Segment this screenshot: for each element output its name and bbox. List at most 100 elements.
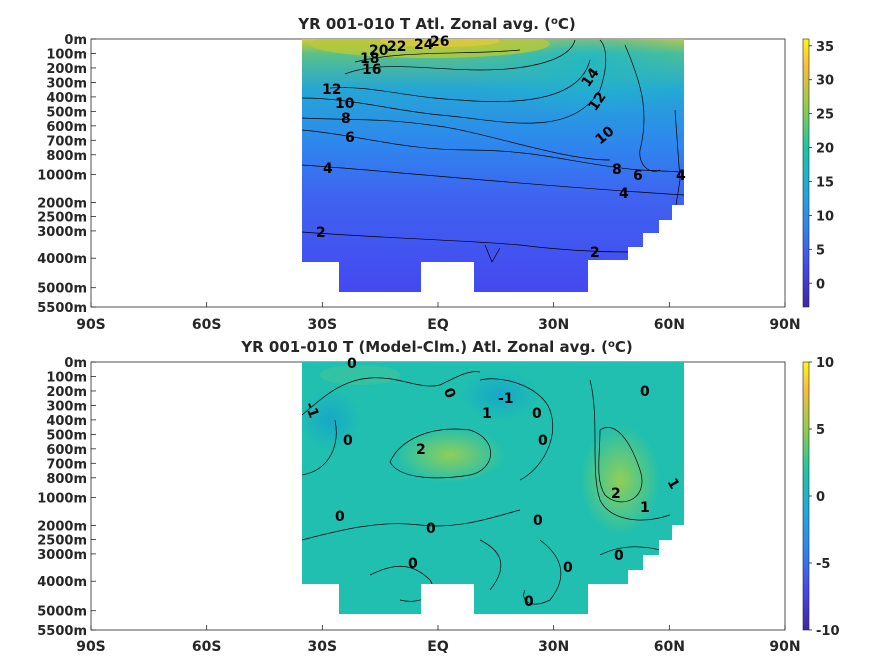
chart-top-colorbar: 35 30 25 20 15 10 5 0 [802, 38, 834, 308]
y-tick-label: 2000m [37, 196, 87, 211]
y-tick-label: 800m [46, 149, 87, 164]
x-tick-label: 30N [538, 639, 569, 655]
contour-label: 4 [619, 186, 629, 202]
x-tick-label: 30S [308, 317, 338, 333]
contour-label: 24 [414, 37, 434, 53]
contour-label: 0 [343, 433, 353, 449]
chart-top-contour-labels: 2 4 6 8 10 12 16 18 20 22 24 26 14 12 10… [316, 34, 686, 261]
y-tick-label: 700m [46, 457, 87, 472]
y-tick-label: 800m [46, 472, 87, 487]
contour-label: 2 [316, 225, 326, 241]
x-tick-label: 60N [654, 317, 685, 333]
chart-top: YR 001-010 T Atl. Zonal avg. (oC) 2 4 6 … [37, 15, 834, 333]
contour-label: 18 [360, 51, 379, 67]
contour-label: -1 [498, 391, 514, 407]
contour-label: 2 [416, 442, 426, 458]
y-tick-label: 2500m [37, 533, 87, 548]
y-tick-label: 4000m [37, 575, 87, 590]
contour-label: 6 [633, 168, 643, 184]
contour-label: 10 [335, 96, 355, 112]
chart-bottom-field [302, 362, 684, 614]
contour-label: 0 [524, 594, 534, 610]
contour-label: 0 [533, 513, 543, 529]
chart-top-field [302, 39, 684, 292]
y-tick-label: 700m [46, 134, 87, 149]
contour-label: 20 [369, 43, 389, 59]
y-tick-label: 100m [46, 370, 87, 385]
x-tick-label: EQ [427, 639, 449, 655]
contour-label: 1 [640, 500, 650, 516]
colorbar-tick-label: 15 [816, 175, 834, 190]
x-tick-label: 90N [769, 639, 800, 655]
y-tick-label: 400m [46, 414, 87, 429]
x-tick-label: 60S [192, 639, 222, 655]
contour-label: 4 [323, 161, 333, 177]
colorbar-tick-label: 0 [816, 490, 825, 505]
contour-label: 0 [614, 548, 624, 564]
x-tick-label: 30S [308, 639, 338, 655]
y-tick-label: 5000m [37, 282, 87, 297]
y-tick-label: 1000m [37, 492, 87, 507]
y-tick-label: 3000m [37, 225, 87, 240]
colorbar-tick-label: 10 [816, 209, 834, 224]
colorbar-tick-label: -10 [816, 624, 840, 639]
x-tick-label: 90N [769, 317, 800, 333]
contour-label: 8 [341, 111, 351, 127]
colorbar-tick-label: 30 [816, 74, 834, 89]
x-tick-label: 90S [76, 317, 106, 333]
chart-top-title: YR 001-010 T Atl. Zonal avg. (oC) [297, 15, 576, 33]
y-tick-label: 1000m [37, 169, 87, 184]
chart-bottom-contour-labels: 0 -1 0 0 0 0 1 -1 0 0 2 0 0 0 0 2 1 1 0 … [301, 356, 682, 610]
contour-label: 26 [430, 34, 449, 50]
y-tick-label: 200m [46, 385, 87, 400]
contour-label: 2 [611, 486, 621, 502]
colorbar-tick-label: 20 [816, 142, 834, 157]
contour-label: -1 [301, 400, 321, 420]
x-tick-label: EQ [427, 317, 449, 333]
colorbar-tick-label: 0 [816, 277, 825, 292]
contour-label: 0 [408, 556, 418, 572]
contour-label: 8 [612, 162, 622, 178]
y-tick-label: 5000m [37, 605, 87, 620]
contour-label: 0 [426, 521, 436, 537]
y-tick-label: 600m [46, 443, 87, 458]
contour-label: 1 [482, 406, 492, 422]
contour-label: 0 [538, 433, 548, 449]
chart-bottom-title: YR 001-010 T (Model-Clm.) Atl. Zonal avg… [240, 338, 632, 356]
colorbar-tick-label: 35 [816, 40, 834, 55]
x-tick-label: 60N [654, 639, 685, 655]
colorbar-tick-label: 25 [816, 108, 834, 123]
y-tick-label: 200m [46, 62, 87, 77]
contour-label: 0 [532, 406, 542, 422]
colorbar-tick-label: 10 [816, 356, 834, 371]
contour-label: 0 [347, 356, 357, 372]
contour-label: 0 [640, 384, 650, 400]
y-tick-label: 4000m [37, 252, 87, 267]
chart-bottom-x-axis: 90S 60S 30S EQ 30N 60N 90N [76, 625, 801, 655]
y-tick-label: 2000m [37, 519, 87, 534]
y-tick-label: 5500m [37, 301, 87, 316]
y-tick-label: 0m [64, 33, 87, 48]
colorbar-tick-label: -5 [816, 557, 830, 572]
contour-label: 4 [676, 168, 686, 184]
y-tick-label: 100m [46, 47, 87, 62]
chart-bottom-colorbar: 10 5 0 -5 -10 [802, 356, 840, 639]
contour-label: 12 [322, 82, 341, 98]
colorbar-tick-label: 5 [816, 423, 825, 438]
y-tick-label: 300m [46, 399, 87, 414]
chart-bottom: YR 001-010 T (Model-Clm.) Atl. Zonal avg… [37, 338, 839, 655]
contour-label: 22 [387, 39, 406, 55]
y-tick-label: 0m [64, 356, 87, 371]
colorbar-tick-label: 5 [816, 243, 825, 258]
y-tick-label: 3000m [37, 548, 87, 563]
contour-label: 2 [590, 245, 600, 261]
contour-label: 16 [362, 62, 381, 78]
y-tick-label: 5500m [37, 624, 87, 639]
contour-label: 0 [563, 560, 573, 576]
y-tick-label: 600m [46, 120, 87, 135]
x-tick-label: 30N [538, 317, 569, 333]
y-tick-label: 400m [46, 91, 87, 106]
